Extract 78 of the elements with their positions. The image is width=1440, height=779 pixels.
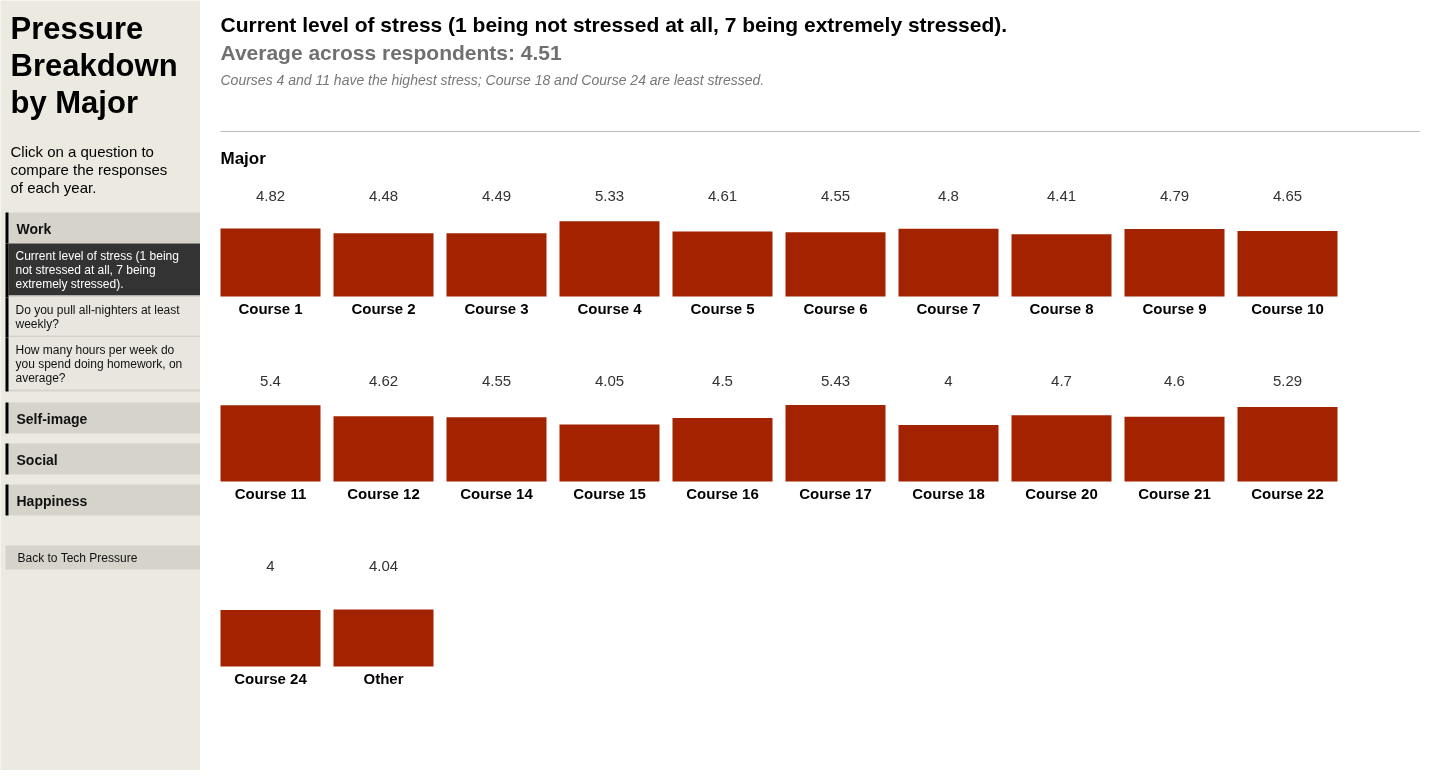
x-tick-label: Course 9 <box>1142 300 1207 317</box>
text: Pressure Breakdown by Major <box>10 11 178 120</box>
x-tick-label: Course 17 <box>799 485 872 502</box>
bar <box>1011 415 1112 482</box>
x-tick-label: Course 7 <box>916 300 981 317</box>
x-tick-label: Course 14 <box>460 485 534 502</box>
text: Self-image <box>16 410 88 427</box>
bar <box>333 233 434 297</box>
x-tick-label: Course 24 <box>234 670 308 687</box>
data-label: 4.82 <box>255 186 286 204</box>
bar <box>1011 234 1112 297</box>
data-label: 4.62 <box>368 371 399 389</box>
x-tick-label: Course 4 <box>577 300 643 317</box>
bar <box>785 232 886 297</box>
x-axis-title: Major <box>220 149 267 168</box>
text: Back to Tech Pressure <box>17 550 138 565</box>
x-tick-label: Course 21 <box>1138 485 1211 502</box>
data-label: 5.33 <box>594 186 625 204</box>
data-label: 4.8 <box>938 186 959 204</box>
chart-subtitle: Average across respondents: 4.51 <box>220 41 563 64</box>
x-tick-label: Course 2 <box>351 300 416 317</box>
data-label: 4.7 <box>1051 371 1072 389</box>
bar <box>1124 416 1225 482</box>
x-tick-label: Course 3 <box>464 300 529 317</box>
x-tick-label: Other <box>363 670 404 687</box>
text: How many hours per week do you spend doing homework, on average? <box>15 342 183 385</box>
x-tick-label: Course 18 <box>912 485 985 502</box>
x-tick-label: Course 16 <box>686 485 759 502</box>
bar <box>559 424 660 482</box>
x-tick-label: Course 20 <box>1025 485 1098 502</box>
x-tick-label: Course 11 <box>234 485 307 502</box>
bar <box>672 418 773 482</box>
data-label: 4.61 <box>707 186 738 204</box>
data-label: 4.41 <box>1046 186 1077 204</box>
bar <box>220 405 321 482</box>
data-label: 4.48 <box>368 186 399 204</box>
x-tick-label: Course 6 <box>803 300 868 317</box>
data-label: 4.65 <box>1272 186 1303 204</box>
bar <box>1124 228 1225 297</box>
data-label: 4 <box>944 371 953 389</box>
data-label: 4.55 <box>481 371 512 389</box>
bar <box>898 425 999 482</box>
bar <box>333 416 434 482</box>
text: Current level of stress (1 being not stressed at all, 7 being extremely stressed). <box>220 13 1008 36</box>
text: Social <box>16 451 58 468</box>
x-tick-label: Course 5 <box>690 300 755 317</box>
data-label: 4.5 <box>712 371 733 389</box>
bar <box>1237 230 1338 297</box>
x-tick-label: Course 15 <box>573 485 646 502</box>
bar <box>785 404 886 482</box>
bar <box>672 231 773 297</box>
data-label: 4.79 <box>1159 186 1190 204</box>
data-label: 4.05 <box>594 371 625 389</box>
bar <box>446 233 547 297</box>
data-label: 4.6 <box>1164 371 1185 389</box>
bar <box>220 228 321 297</box>
text: Do you pull all-nighters at least weekly? <box>14 302 181 331</box>
text: Click on a question to compare the responses of each year. <box>10 143 168 196</box>
x-tick-label: Course 10 <box>1251 300 1324 317</box>
bar <box>898 228 999 297</box>
data-label: 4.55 <box>820 186 851 204</box>
x-tick-label: Course 8 <box>1029 300 1094 317</box>
data-label: 4.04 <box>368 556 399 574</box>
text: Courses 4 and 11 have the highest stress; Course 18 and Course 24 are least stressed. <box>220 71 765 88</box>
bar <box>446 417 547 482</box>
text: Happiness <box>16 492 88 509</box>
x-tick-label: Course 1 <box>238 300 303 317</box>
data-label: 4.49 <box>481 186 512 204</box>
data-label: 5.4 <box>260 371 281 389</box>
text: Current level of stress (1 being not stressed at all, 7 being extremely stressed). <box>15 248 179 291</box>
data-label: 5.29 <box>1272 371 1303 389</box>
bar <box>1237 406 1338 482</box>
x-tick-label: Course 12 <box>347 485 420 502</box>
text: Work <box>16 220 52 237</box>
data-label: 4 <box>266 556 275 574</box>
bar <box>559 221 660 297</box>
x-tick-label: Course 22 <box>1251 485 1324 502</box>
data-label: 5.43 <box>820 371 851 389</box>
